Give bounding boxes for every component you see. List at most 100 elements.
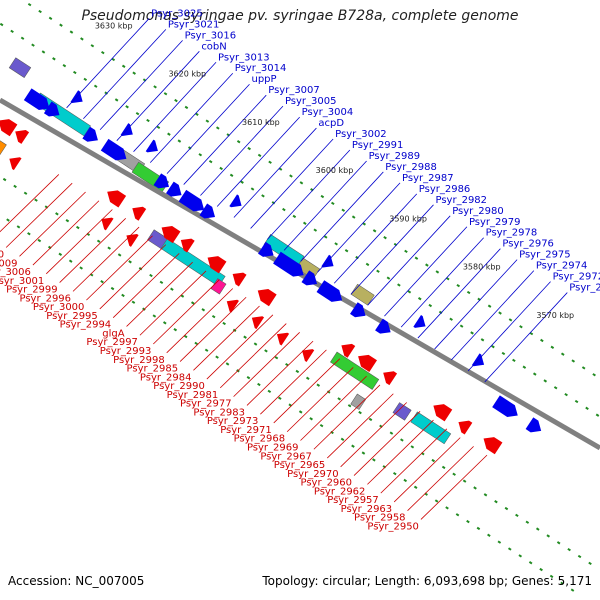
- reverse-gene-label: Psyr_2990: [153, 381, 205, 392]
- forward-gene-arrow: [23, 88, 50, 110]
- minor-tick: [62, 64, 67, 68]
- minor-tick: [323, 235, 328, 239]
- minor-tick: [93, 84, 98, 88]
- forward-gene-leader: [300, 171, 384, 262]
- cog-bar: [8, 57, 32, 78]
- forward-gene-arrow: [301, 270, 318, 286]
- forward-gene-arrow: [153, 173, 170, 189]
- minor-tick: [480, 338, 485, 342]
- minor-tick: [556, 541, 561, 545]
- reverse-gene-label: Psyr_2999: [6, 285, 58, 296]
- forward-gene-arrow: [471, 353, 485, 367]
- kbp-ticks-layer: 3630 kbp 3620 kbp 3610 kbp 3600 kbp 3590 kbp…: [95, 21, 574, 319]
- forward-gene-leader: [66, 18, 150, 109]
- forward-gene-label: Psyr_3021: [168, 19, 220, 30]
- minor-tick: [435, 270, 440, 274]
- reverse-gene-leader: [99, 244, 167, 310]
- minor-tick: [361, 451, 366, 455]
- minor-tick: [31, 43, 35, 47]
- forward-gene-label: cobN: [201, 41, 226, 52]
- reverse-gene-label: Psyr_2995: [46, 311, 98, 322]
- reverse-gene-leader: [367, 419, 434, 485]
- minor-tick: [355, 255, 359, 260]
- reverse-gene-arrow: [302, 349, 315, 362]
- forward-gene-label: Psyr_2982: [435, 195, 487, 206]
- minor-tick: [512, 358, 516, 363]
- minor-tick: [201, 308, 206, 312]
- forward-gene-arrow: [492, 395, 518, 417]
- minor-tick: [104, 91, 108, 95]
- minor-tick: [114, 98, 119, 102]
- forward-gene-label: Psyr_2987: [402, 173, 454, 184]
- minor-tick: [121, 293, 125, 298]
- kbp-tick-label: 3630 kbp: [95, 21, 133, 30]
- reverse-gene-label: Psyr_2957: [327, 495, 379, 506]
- minor-tick: [539, 567, 543, 572]
- forward-gene-arrow: [321, 254, 334, 268]
- reverse-gene-leader: [407, 446, 474, 511]
- reverse-gene-leader: [219, 323, 287, 389]
- minor-tick: [257, 382, 261, 387]
- reverse-gene-arrow: [126, 234, 139, 247]
- minor-tick: [128, 260, 132, 264]
- minor-tick: [243, 335, 247, 339]
- minor-tick: [508, 318, 513, 322]
- minor-tick: [592, 373, 596, 377]
- minor-tick: [309, 417, 313, 421]
- reverse-gene-leader: [166, 288, 234, 354]
- minor-tick: [289, 174, 293, 178]
- reverse-gene-label: Psyr_2977: [180, 399, 232, 410]
- minor-tick: [507, 547, 512, 551]
- forward-gene-label: Psyr_2988: [385, 162, 437, 173]
- forward-gene-leader: [434, 259, 518, 350]
- reverse-gene-leader: [19, 191, 86, 257]
- reverse-gene-label: Psyr_2998: [113, 355, 165, 366]
- minor-tick: [431, 458, 436, 463]
- forward-gene-label: uppP: [252, 74, 277, 85]
- reverse-gene-arrow: [207, 256, 227, 274]
- minor-tick: [340, 437, 345, 442]
- minor-tick: [90, 44, 95, 48]
- forward-gene-leader: [417, 248, 501, 339]
- forward-gene-leader: [116, 51, 200, 141]
- minor-tick: [564, 392, 568, 397]
- forward-gene-arrow: [413, 315, 426, 328]
- minor-tick: [320, 194, 325, 199]
- kbp-tick-label: 3590 kbp: [389, 214, 427, 223]
- reverse-gene-leader: [112, 253, 180, 318]
- minor-tick: [382, 465, 387, 469]
- minor-tick: [101, 50, 105, 55]
- minor-tick: [487, 533, 491, 537]
- minor-tick: [392, 471, 397, 476]
- cog-bar: [210, 278, 227, 295]
- kbp-tick-label: 3580 kbp: [463, 263, 501, 272]
- minor-tick: [250, 187, 255, 191]
- reverse-gene-label: Psyr_2971: [220, 425, 272, 436]
- forward-gene-label: Psyr_3013: [218, 52, 270, 63]
- reverse-gene-leader: [0, 174, 60, 233]
- minor-tick: [58, 252, 63, 256]
- forward-gene-label: Psyr_2991: [352, 140, 404, 151]
- minor-tick: [240, 180, 244, 184]
- minor-tick: [305, 376, 310, 380]
- reverse-gene-arrow: [0, 119, 18, 137]
- minor-tick: [48, 245, 52, 250]
- minor-tick: [117, 253, 122, 257]
- reverse-gene-label: Psyr_3000: [33, 302, 85, 313]
- cog-bar: [350, 283, 375, 306]
- forward-gene-arrow: [70, 90, 83, 104]
- minor-tick: [76, 225, 80, 230]
- minor-tick: [341, 208, 346, 212]
- minor-tick: [267, 389, 272, 394]
- forward-gene-arrow: [145, 139, 158, 153]
- reverse-gene-leader: [353, 411, 421, 476]
- reverse-gene-leader: [179, 296, 247, 362]
- minor-tick: [188, 146, 192, 150]
- map-title: Pseudomonas syringae pv. syringae B728a,…: [81, 8, 519, 24]
- minor-tick: [69, 30, 74, 34]
- minor-tick: [110, 286, 115, 291]
- minor-tick: [441, 465, 446, 470]
- minor-tick: [125, 105, 129, 109]
- reverse-gene-label: Psyr_2958: [354, 513, 406, 524]
- minor-tick: [174, 98, 178, 103]
